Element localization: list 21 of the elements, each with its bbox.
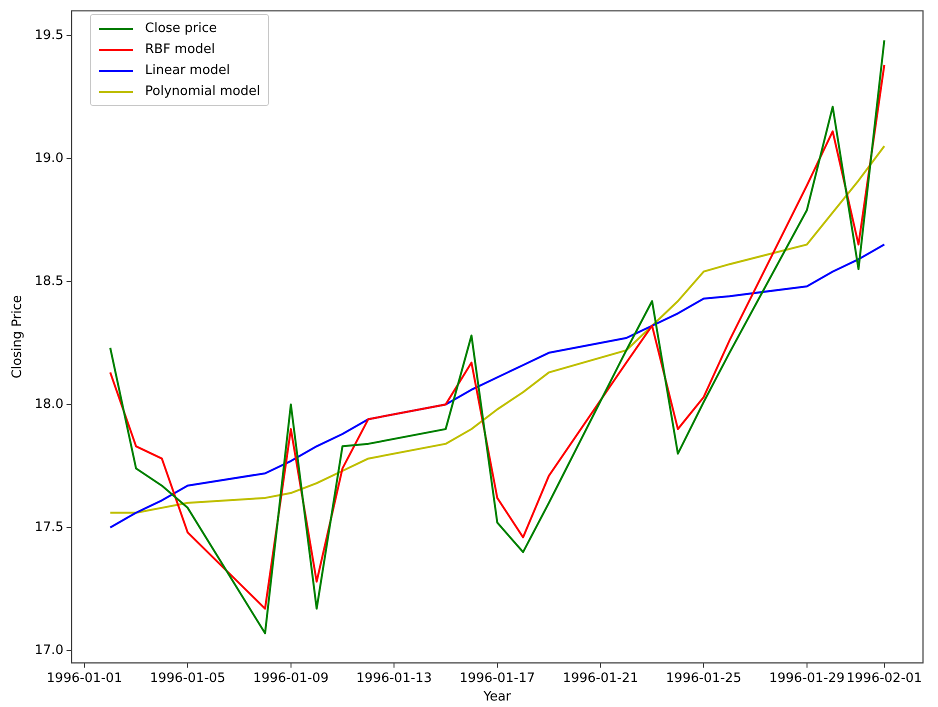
legend-label: Polynomial model bbox=[145, 83, 260, 101]
y-tick-label: 19.0 bbox=[34, 150, 64, 166]
x-tick-label: 1996-01-21 bbox=[562, 670, 638, 686]
x-tick-label: 1996-01-17 bbox=[459, 670, 536, 686]
legend-label: Close price bbox=[145, 20, 217, 38]
y-tick-label: 18.0 bbox=[34, 396, 64, 412]
y-axis-title: Closing Price bbox=[10, 295, 26, 378]
x-tick-label: 1996-01-25 bbox=[666, 670, 742, 686]
y-tick-label: 19.5 bbox=[34, 28, 64, 43]
x-tick-label: 1996-01-13 bbox=[356, 670, 432, 686]
x-tick-label: 1996-01-09 bbox=[253, 670, 329, 686]
legend-label: RBF model bbox=[145, 41, 216, 59]
y-tick-label: 17.0 bbox=[34, 642, 64, 658]
x-tick-label: 1996-01-05 bbox=[150, 670, 226, 686]
y-tick-label: 18.5 bbox=[34, 274, 64, 289]
y-tick-label: 17.5 bbox=[34, 520, 64, 535]
x-tick-label: 1996-01-29 bbox=[769, 670, 845, 686]
x-axis-title: Year bbox=[482, 690, 512, 705]
x-tick-label: 1996-02-01 bbox=[846, 670, 922, 686]
legend-label: Linear model bbox=[145, 62, 230, 80]
x-tick-label: 1996-01-01 bbox=[46, 670, 122, 686]
